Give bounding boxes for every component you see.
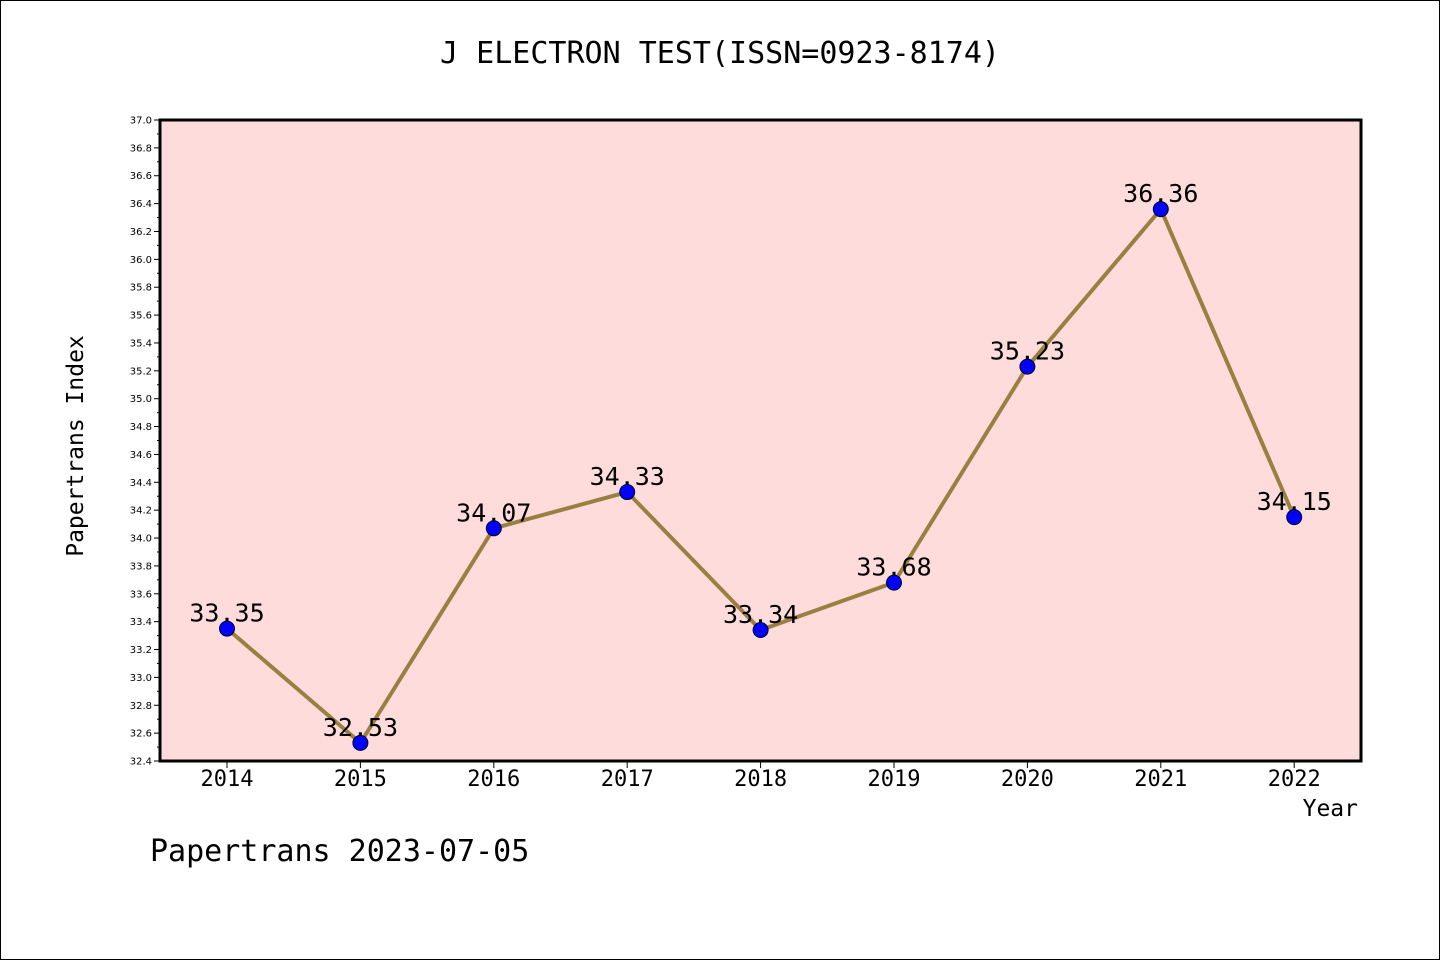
y-tick-label: 36.6 [130, 171, 152, 182]
x-tick-label: 2019 [868, 767, 921, 792]
chart-title: J ELECTRON TEST(ISSN=0923-8174) [440, 36, 1000, 71]
data-label: 33.35 [189, 599, 264, 628]
y-tick-label: 34.4 [130, 478, 152, 489]
data-label: 34.33 [590, 462, 665, 491]
data-point [886, 574, 902, 591]
y-tick-label: 34.0 [130, 534, 152, 545]
x-tick-label: 2018 [734, 767, 787, 792]
data-label: 33.68 [856, 553, 931, 582]
y-tick-label: 32.6 [130, 729, 152, 740]
y-tick-label: 33.8 [130, 561, 152, 572]
data-point [219, 620, 235, 637]
data-label: 35.23 [990, 337, 1065, 366]
y-tick-label: 35.0 [130, 394, 152, 405]
x-tick-label: 2021 [1134, 767, 1187, 792]
y-tick-label: 33.4 [130, 617, 152, 628]
y-tick-label: 36.4 [130, 199, 152, 210]
data-point [619, 484, 636, 501]
x-tick-label: 2022 [1268, 767, 1321, 792]
y-tick-label: 36.8 [130, 143, 152, 154]
data-point [1019, 358, 1036, 375]
x-tick-label: 2014 [201, 767, 254, 792]
y-tick-label: 35.2 [130, 366, 152, 377]
y-tick-label: 35.4 [130, 338, 152, 349]
x-tick-label: 2015 [334, 767, 387, 792]
y-tick-label: 36.0 [130, 255, 152, 266]
y-tick-label: 34.6 [130, 450, 152, 461]
data-label: 32.53 [323, 713, 398, 742]
y-tick-label: 34.8 [130, 422, 152, 433]
y-tick-label: 37.0 [130, 116, 152, 127]
x-tick-label: 2020 [1001, 767, 1054, 792]
x-tick-label: 2016 [467, 767, 520, 792]
y-tick-label: 35.8 [130, 283, 152, 294]
data-label: 33.34 [723, 600, 798, 629]
data-point [352, 734, 369, 751]
plot-border [158, 118, 1363, 763]
footer-text: Papertrans 2023-07-05 [150, 834, 530, 869]
y-tick-label: 32.4 [130, 757, 152, 768]
y-tick-label: 33.6 [130, 589, 152, 600]
y-tick-label: 35.6 [130, 311, 152, 322]
data-point [1152, 201, 1169, 218]
y-tick-label: 33.2 [130, 645, 152, 656]
plot-area [160, 120, 1361, 761]
x-tick-label: 2017 [601, 767, 654, 792]
y-tick-label: 34.2 [130, 506, 152, 517]
data-label: 36.36 [1123, 179, 1198, 208]
data-point [1286, 509, 1303, 526]
data-point [485, 520, 502, 537]
y-tick-label: 33.0 [130, 673, 152, 684]
x-axis-label: Year [1302, 796, 1358, 822]
y-tick-label: 32.8 [130, 701, 152, 712]
data-label: 34.07 [456, 498, 531, 527]
data-point [752, 622, 769, 639]
data-label: 34.15 [1257, 487, 1332, 516]
y-tick-label: 36.2 [130, 227, 152, 238]
